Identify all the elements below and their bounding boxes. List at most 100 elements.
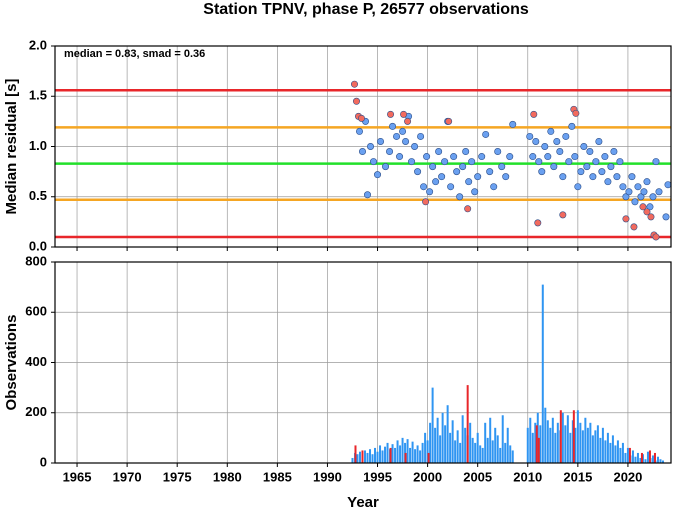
bar [659,459,662,463]
bar [616,440,619,463]
data-point [358,148,366,156]
data-point [474,173,482,181]
data-point [396,153,404,161]
bar [389,447,392,463]
data-point [498,163,506,171]
bar [646,451,649,463]
bar [449,432,452,463]
bar [459,442,462,463]
y-tick-label: 2.0 [29,37,47,52]
bar [644,459,647,463]
y-axis-label: Median residual [s] [3,79,20,215]
y-tick-label: 0.0 [29,238,47,253]
data-point [408,158,416,166]
data-point [478,153,486,161]
bar [539,425,542,463]
data-point [622,193,630,201]
bar [554,432,557,463]
data-point [631,198,639,206]
bar [561,412,564,463]
bar [414,449,417,463]
data-point [399,127,407,135]
data-point [355,127,363,135]
data-point [502,173,510,181]
x-axis-label: Year [347,494,379,511]
data-point [471,188,479,196]
bar [653,452,656,463]
bar [384,446,387,463]
bar [411,441,414,463]
data-point [639,203,647,211]
bar [609,442,612,463]
bar [549,427,552,463]
bar [509,445,512,463]
data-point [382,163,390,171]
data-point [559,211,567,219]
bar [624,452,627,463]
bar [589,422,592,463]
bar [489,417,492,463]
data-point [622,215,630,223]
bar [441,412,444,463]
data-point [529,153,537,161]
bar [456,430,459,463]
bar [640,452,643,463]
bar [634,456,637,463]
bar [648,450,651,463]
data-point [643,208,651,216]
bar [626,447,629,463]
data-point [350,80,358,88]
bar [404,452,407,463]
bar [369,449,372,463]
data-point [465,178,473,186]
data-point [402,137,410,145]
data-point [386,148,394,156]
bar [486,437,489,463]
data-point [592,158,600,166]
data-point [535,158,543,166]
data-point [574,183,582,191]
x-tick-label: 1980 [213,469,242,484]
data-point [562,132,570,140]
bar [556,422,559,463]
data-point [640,188,648,196]
data-point [526,132,534,140]
data-point [586,148,594,156]
data-point [541,143,549,151]
data-point [652,158,660,166]
data-point [367,143,375,151]
data-point [422,198,430,206]
data-point [547,127,555,135]
bar [427,452,430,463]
data-point [459,163,467,171]
bar [481,447,484,463]
bar [639,457,642,463]
x-tick-label: 2015 [563,469,592,484]
bar [469,422,472,463]
bar [364,450,367,463]
y-tick-label: 600 [25,304,47,319]
data-point [482,130,490,138]
data-point [453,168,461,176]
x-tick-label: 1965 [63,469,92,484]
data-point [604,178,612,186]
data-point [646,203,654,211]
data-point [420,183,428,191]
bar [491,440,494,463]
bar [399,445,402,463]
data-point [456,193,464,201]
bar [386,442,389,463]
data-point [414,168,422,176]
bar [461,415,464,463]
bar [631,450,634,463]
data-point [559,173,567,181]
bar [619,447,622,463]
bar [356,454,359,463]
data-point [417,132,425,140]
bar [594,430,597,463]
data-point [662,213,670,221]
data-point [598,168,606,176]
bar [376,451,379,463]
data-point [544,153,552,161]
